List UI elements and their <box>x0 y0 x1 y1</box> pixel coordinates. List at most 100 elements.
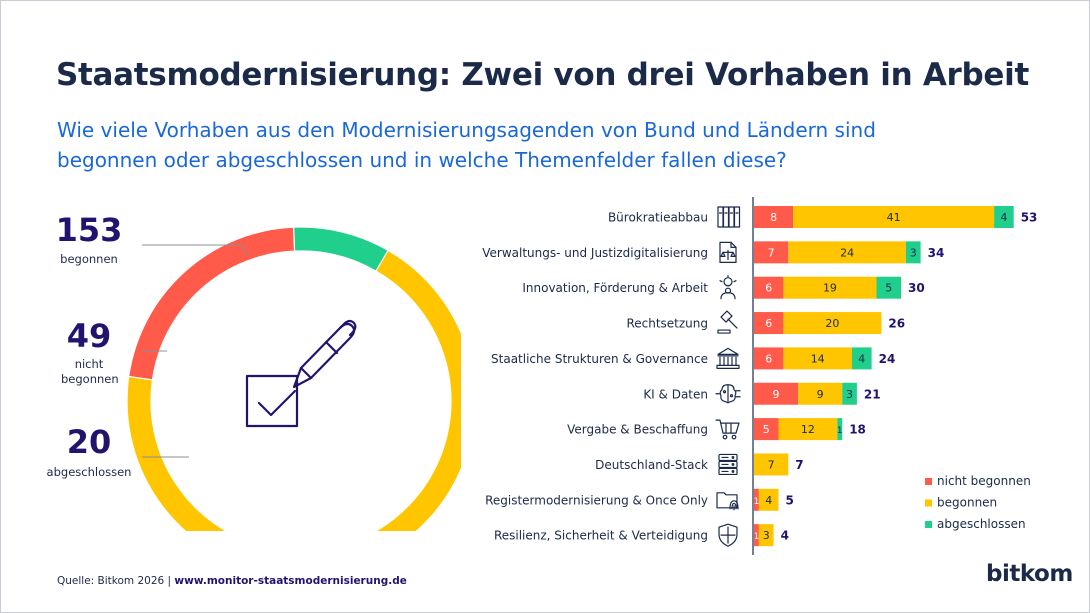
bar-segment-abgeschlossen <box>994 206 1014 228</box>
bar-row: Registermodernisierung & Once Only 1 4 5 <box>485 488 794 511</box>
bar-segment-begonnen <box>793 206 995 228</box>
category-label: Vergabe & Beschaffung <box>567 423 708 437</box>
bitkom-logo: bitkom <box>986 561 1073 587</box>
bar-value-label: 41 <box>887 211 901 224</box>
bar-segment-begonnen <box>783 347 852 370</box>
bar-value-label: 1 <box>837 426 843 436</box>
bar-segment-nicht-begonnen <box>754 488 759 511</box>
bar-value-label: 8 <box>770 211 777 224</box>
category-label: Rechtsetzung <box>626 317 708 331</box>
bar-segment-nicht-begonnen <box>754 382 799 405</box>
bar-total-label: 5 <box>786 493 794 507</box>
gavel-icon <box>717 310 738 334</box>
bar-row: KI & Daten 9 9 3 21 <box>643 382 881 405</box>
bar-total-label: 7 <box>795 458 803 472</box>
category-label: Resilienz, Sicherheit & Verteidigung <box>494 529 708 543</box>
legend-swatch <box>925 521 932 528</box>
bar-segment-abgeschlossen <box>905 241 921 264</box>
legend-label: nicht begonnen <box>937 474 1031 488</box>
source-prefix: Quelle: Bitkom 2026 | <box>57 575 175 587</box>
bar-segment-begonnen <box>758 488 779 511</box>
bar-segment-nicht-begonnen <box>754 524 759 547</box>
bar-value-label: 6 <box>765 352 772 365</box>
bar-value-label: 9 <box>773 388 780 401</box>
shopping-cart-icon <box>715 419 740 440</box>
bar-value-label: 4 <box>1000 211 1007 224</box>
bar-total-label: 34 <box>928 246 945 260</box>
stat-abgeschlossen-label: abgeschlossen <box>46 465 132 479</box>
donut-segment-begonnen <box>126 249 461 531</box>
bar-segment-begonnen <box>758 524 774 547</box>
bar-value-label: 3 <box>763 529 770 542</box>
bar-segment-begonnen <box>778 418 838 441</box>
stat-begonnen-value: 153 <box>55 211 123 249</box>
legend-label: begonnen <box>937 496 997 510</box>
bar-value-label: 3 <box>846 388 853 401</box>
bar-segment-nicht-begonnen <box>754 206 794 228</box>
server-stack-icon <box>718 453 738 476</box>
bar-total-label: 18 <box>849 423 866 437</box>
category-label: Registermodernisierung & Once Only <box>485 493 708 507</box>
bar-value-label: 4 <box>858 352 865 365</box>
bar-segment-begonnen <box>783 276 877 299</box>
bar-value-label: 6 <box>765 282 772 295</box>
bar-total-label: 53 <box>1021 211 1038 225</box>
legend-swatch <box>925 478 932 485</box>
person-idea-icon <box>719 275 737 300</box>
page-title: Staatsmodernisierung: Zwei von drei Vorh… <box>56 57 1029 93</box>
bar-row: Verwaltungs- und Justizdigitalisierung 7 2… <box>482 241 945 264</box>
bar-value-label: 24 <box>840 246 854 259</box>
bar-segment-nicht-begonnen <box>754 241 789 264</box>
bar-value-label: 4 <box>765 494 772 507</box>
bar-segment-abgeschlossen <box>837 418 843 441</box>
bar-row: Resilienz, Sicherheit & Verteidigung 1 3 4 <box>494 524 789 547</box>
bar-value-label: 9 <box>817 388 824 401</box>
checkbox-pen-icon <box>245 319 357 428</box>
category-label: KI & Daten <box>643 387 708 401</box>
bar-value-label: 5 <box>763 423 770 436</box>
bar-segment-begonnen <box>798 382 843 405</box>
ai-brain-icon <box>715 384 741 404</box>
bar-segment-nicht-begonnen <box>754 418 779 441</box>
bar-value-label: 3 <box>910 246 917 259</box>
bar-row: Staatliche Strukturen & Governance 6 14 4 24 <box>491 347 896 370</box>
bar-value-label: 1 <box>754 497 760 507</box>
bar-total-label: 4 <box>781 529 789 543</box>
bar-row: Deutschland-Stack 7 7 <box>595 453 804 476</box>
bar-total-label: 24 <box>879 352 896 366</box>
source-note: Quelle: Bitkom 2026 | www.monitor-staats… <box>57 575 407 587</box>
stat-abgeschlossen-value: 20 <box>66 423 112 461</box>
bar-value-label: 5 <box>885 282 892 295</box>
bar-row: Bürokratieabbau 8 41 4 53 <box>608 206 1037 228</box>
bar-value-label: 19 <box>823 282 837 295</box>
bar-segment-nicht-begonnen <box>754 276 784 299</box>
bar-segment-begonnen <box>783 312 882 335</box>
bar-segment-abgeschlossen <box>842 382 857 405</box>
donut-segment-abgeschlossen <box>292 226 389 272</box>
source-link[interactable]: www.monitor-staatsmodernisierung.de <box>174 575 407 587</box>
bar-total-label: 26 <box>888 317 905 331</box>
bar-segment-nicht-begonnen <box>754 312 784 335</box>
government-building-icon <box>716 347 740 369</box>
bar-value-label: 1 <box>754 532 760 542</box>
shield-icon <box>718 523 738 547</box>
bar-value-label: 12 <box>801 423 815 436</box>
bar-segment-begonnen <box>788 241 906 264</box>
bar-segment-begonnen <box>754 453 789 476</box>
bar-value-label: 14 <box>811 352 825 365</box>
bar-segment-nicht-begonnen <box>754 347 784 370</box>
binders-icon <box>717 206 741 228</box>
stat-begonnen-label: begonnen <box>60 252 118 266</box>
bar-row: Innovation, Förderung & Arbeit 6 19 5 30 <box>522 276 925 299</box>
bar-row: Vergabe & Beschaffung 5 12 1 18 <box>567 418 866 441</box>
bar-value-label: 6 <box>765 317 772 330</box>
bar-value-label: 20 <box>825 317 839 330</box>
stat-nicht-begonnen-label: nicht begonnen <box>61 357 119 386</box>
category-label: Deutschland-Stack <box>595 458 708 472</box>
leader-line <box>142 244 248 257</box>
page-subtitle: Wie viele Vorhaben aus den Modernisierun… <box>57 118 876 172</box>
bar-total-label: 30 <box>908 281 925 295</box>
bar-value-label: 7 <box>768 246 775 259</box>
